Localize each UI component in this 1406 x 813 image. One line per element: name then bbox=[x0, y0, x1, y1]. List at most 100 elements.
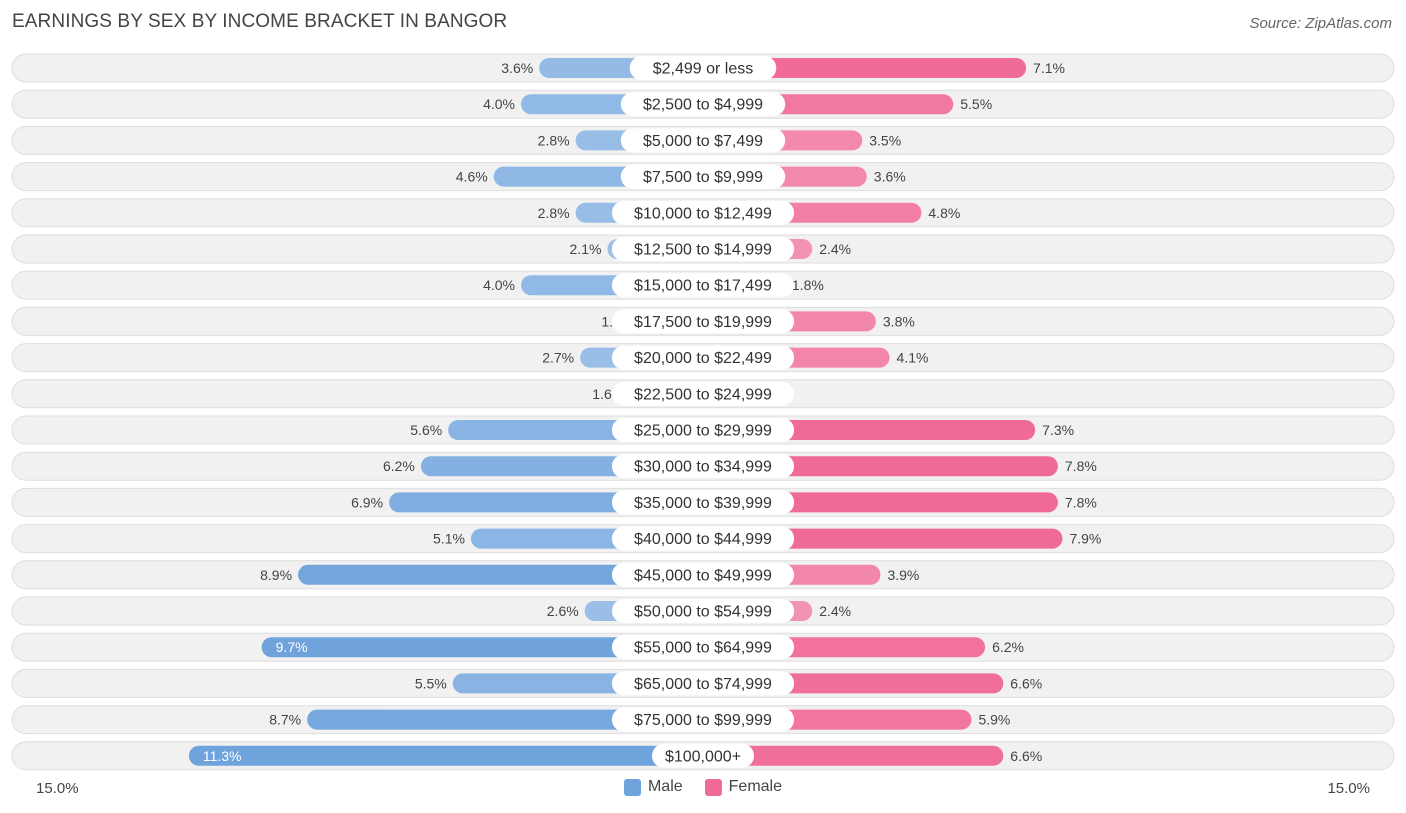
male-value-label: 6.9% bbox=[351, 494, 383, 510]
male-value-label: 2.1% bbox=[570, 241, 602, 257]
category-label: $45,000 to $49,999 bbox=[634, 567, 772, 584]
male-value-label: 2.8% bbox=[538, 205, 570, 221]
female-value-label: 3.6% bbox=[874, 169, 906, 185]
female-value-label: 7.3% bbox=[1042, 422, 1074, 438]
category-label: $7,500 to $9,999 bbox=[643, 169, 763, 186]
category-label-bg bbox=[611, 490, 795, 515]
female-value-label: 2.4% bbox=[819, 603, 851, 619]
male-value-label: 9.7% bbox=[276, 639, 308, 655]
bar-row: 6.2% 7.8% $30,000 to $34,999 bbox=[11, 451, 1395, 481]
female-value-label: 7.1% bbox=[1033, 60, 1065, 76]
male-value-label: 11.3% bbox=[203, 748, 242, 764]
category-label-bg bbox=[629, 56, 777, 80]
category-label-bg bbox=[611, 273, 795, 298]
category-label: $50,000 to $54,999 bbox=[634, 604, 772, 621]
bar-row: 3.6% 7.1% $2,499 or less bbox=[11, 53, 1395, 83]
male-value-label: 4.6% bbox=[456, 169, 488, 185]
male-value-label: 2.8% bbox=[538, 132, 570, 148]
axis-left-label: 15.0% bbox=[36, 780, 79, 797]
category-label-bg bbox=[651, 743, 755, 768]
legend-item-male[interactable]: Male bbox=[623, 778, 683, 796]
category-label-bg bbox=[611, 345, 795, 370]
category-label: $30,000 to $34,999 bbox=[634, 459, 772, 476]
category-label-bg bbox=[620, 92, 786, 117]
bar-row: 1.6%1.1%$22,500 to $24,999 bbox=[11, 379, 1395, 409]
female-bar bbox=[703, 745, 1004, 766]
bar-row: 4.0% 5.5% $2,500 to $4,999 bbox=[11, 89, 1395, 119]
category-label-bg bbox=[611, 454, 795, 479]
legend-swatch-male bbox=[623, 778, 641, 796]
male-value-label: 2.7% bbox=[542, 350, 574, 366]
male-value-label: 5.5% bbox=[415, 675, 447, 691]
bar-row: 5.1% 7.9% $40,000 to $44,999 bbox=[11, 524, 1395, 554]
bar-row: 9.7% 6.2% $55,000 to $64,999 bbox=[11, 632, 1395, 662]
category-label: $2,500 to $4,999 bbox=[643, 97, 763, 114]
male-value-label: 8.9% bbox=[260, 567, 292, 583]
male-bar bbox=[188, 745, 704, 766]
category-label-bg bbox=[611, 671, 795, 696]
male-value-label: 5.6% bbox=[410, 422, 442, 438]
male-value-label: 5.1% bbox=[433, 531, 465, 547]
bar-row: 2.8% 3.5% $5,000 to $7,499 bbox=[11, 125, 1395, 155]
chart-title: EARNINGS BY SEX BY INCOME BRACKET IN BAN… bbox=[12, 11, 508, 32]
male-value-label: 4.0% bbox=[483, 96, 515, 112]
female-value-label: 6.6% bbox=[1010, 675, 1042, 691]
category-label-bg bbox=[611, 309, 795, 334]
bar-row: 2.6% 2.4% $50,000 to $54,999 bbox=[11, 596, 1395, 626]
female-value-label: 6.6% bbox=[1010, 748, 1042, 764]
legend-item-female[interactable]: Female bbox=[704, 778, 783, 796]
bar-row: 2.1% 2.4% $12,500 to $14,999 bbox=[11, 234, 1395, 264]
bar-row: 8.7% 5.9% $75,000 to $99,999 bbox=[11, 705, 1395, 735]
female-value-label: 6.2% bbox=[992, 639, 1024, 655]
bar-row: 1.4%3.8%$17,500 to $19,999 bbox=[11, 306, 1395, 336]
bar-row: 6.9% 7.8% $35,000 to $39,999 bbox=[11, 487, 1395, 517]
female-value-label: 7.9% bbox=[1069, 531, 1101, 547]
female-value-label: 5.9% bbox=[978, 712, 1010, 728]
category-label: $65,000 to $74,999 bbox=[634, 676, 772, 693]
female-value-label: 3.9% bbox=[887, 567, 919, 583]
female-value-label: 1.8% bbox=[792, 277, 824, 293]
bar-row: 2.8% 4.8% $10,000 to $12,499 bbox=[11, 198, 1395, 228]
category-label-bg bbox=[611, 418, 795, 442]
female-value-label: 2.4% bbox=[819, 241, 851, 257]
category-label: $5,000 to $7,499 bbox=[643, 133, 763, 150]
male-bar bbox=[307, 709, 703, 730]
bar-row: 11.3% 6.6% $100,000+ bbox=[11, 741, 1395, 771]
legend: Male Female bbox=[0, 778, 1406, 796]
category-label: $25,000 to $29,999 bbox=[634, 423, 772, 440]
bar-row: 8.9% 3.9% $45,000 to $49,999 bbox=[11, 560, 1395, 590]
bar-row: 4.0% 1.8% $15,000 to $17,499 bbox=[11, 270, 1395, 300]
female-value-label: 4.8% bbox=[928, 205, 960, 221]
category-label: $20,000 to $22,499 bbox=[634, 350, 772, 367]
category-label-bg bbox=[611, 381, 795, 406]
category-label-bg bbox=[611, 526, 795, 551]
female-value-label: 3.5% bbox=[869, 132, 901, 148]
female-value-label: 7.8% bbox=[1065, 458, 1097, 474]
source-label: Source: ZipAtlas.com bbox=[1249, 15, 1392, 32]
male-bar bbox=[261, 637, 703, 658]
bar-row: 5.5% 6.6% $65,000 to $74,999 bbox=[11, 668, 1395, 698]
category-label: $55,000 to $64,999 bbox=[634, 640, 772, 657]
female-value-label: 7.8% bbox=[1065, 494, 1097, 510]
female-value-label: 4.1% bbox=[897, 350, 929, 366]
bar-row: 2.7% 4.1% $20,000 to $22,499 bbox=[11, 343, 1395, 373]
category-label-bg bbox=[611, 237, 795, 261]
male-value-label: 2.6% bbox=[547, 603, 579, 619]
male-bar bbox=[298, 564, 703, 585]
male-value-label: 6.2% bbox=[383, 458, 415, 474]
category-label-bg bbox=[611, 562, 795, 587]
category-label: $15,000 to $17,499 bbox=[634, 278, 772, 295]
category-label: $2,499 or less bbox=[653, 61, 754, 78]
category-label-bg bbox=[611, 599, 795, 623]
category-label: $12,500 to $14,999 bbox=[634, 242, 772, 259]
category-label: $22,500 to $24,999 bbox=[634, 386, 772, 403]
female-value-label: 3.8% bbox=[883, 313, 915, 329]
legend-label-female: Female bbox=[728, 778, 783, 795]
legend-label-male: Male bbox=[647, 778, 683, 795]
category-label: $17,500 to $19,999 bbox=[634, 314, 772, 331]
category-label-bg bbox=[611, 707, 795, 732]
legend-swatch-female bbox=[704, 778, 722, 796]
category-label-bg bbox=[620, 164, 786, 189]
female-value-label: 5.5% bbox=[960, 96, 992, 112]
